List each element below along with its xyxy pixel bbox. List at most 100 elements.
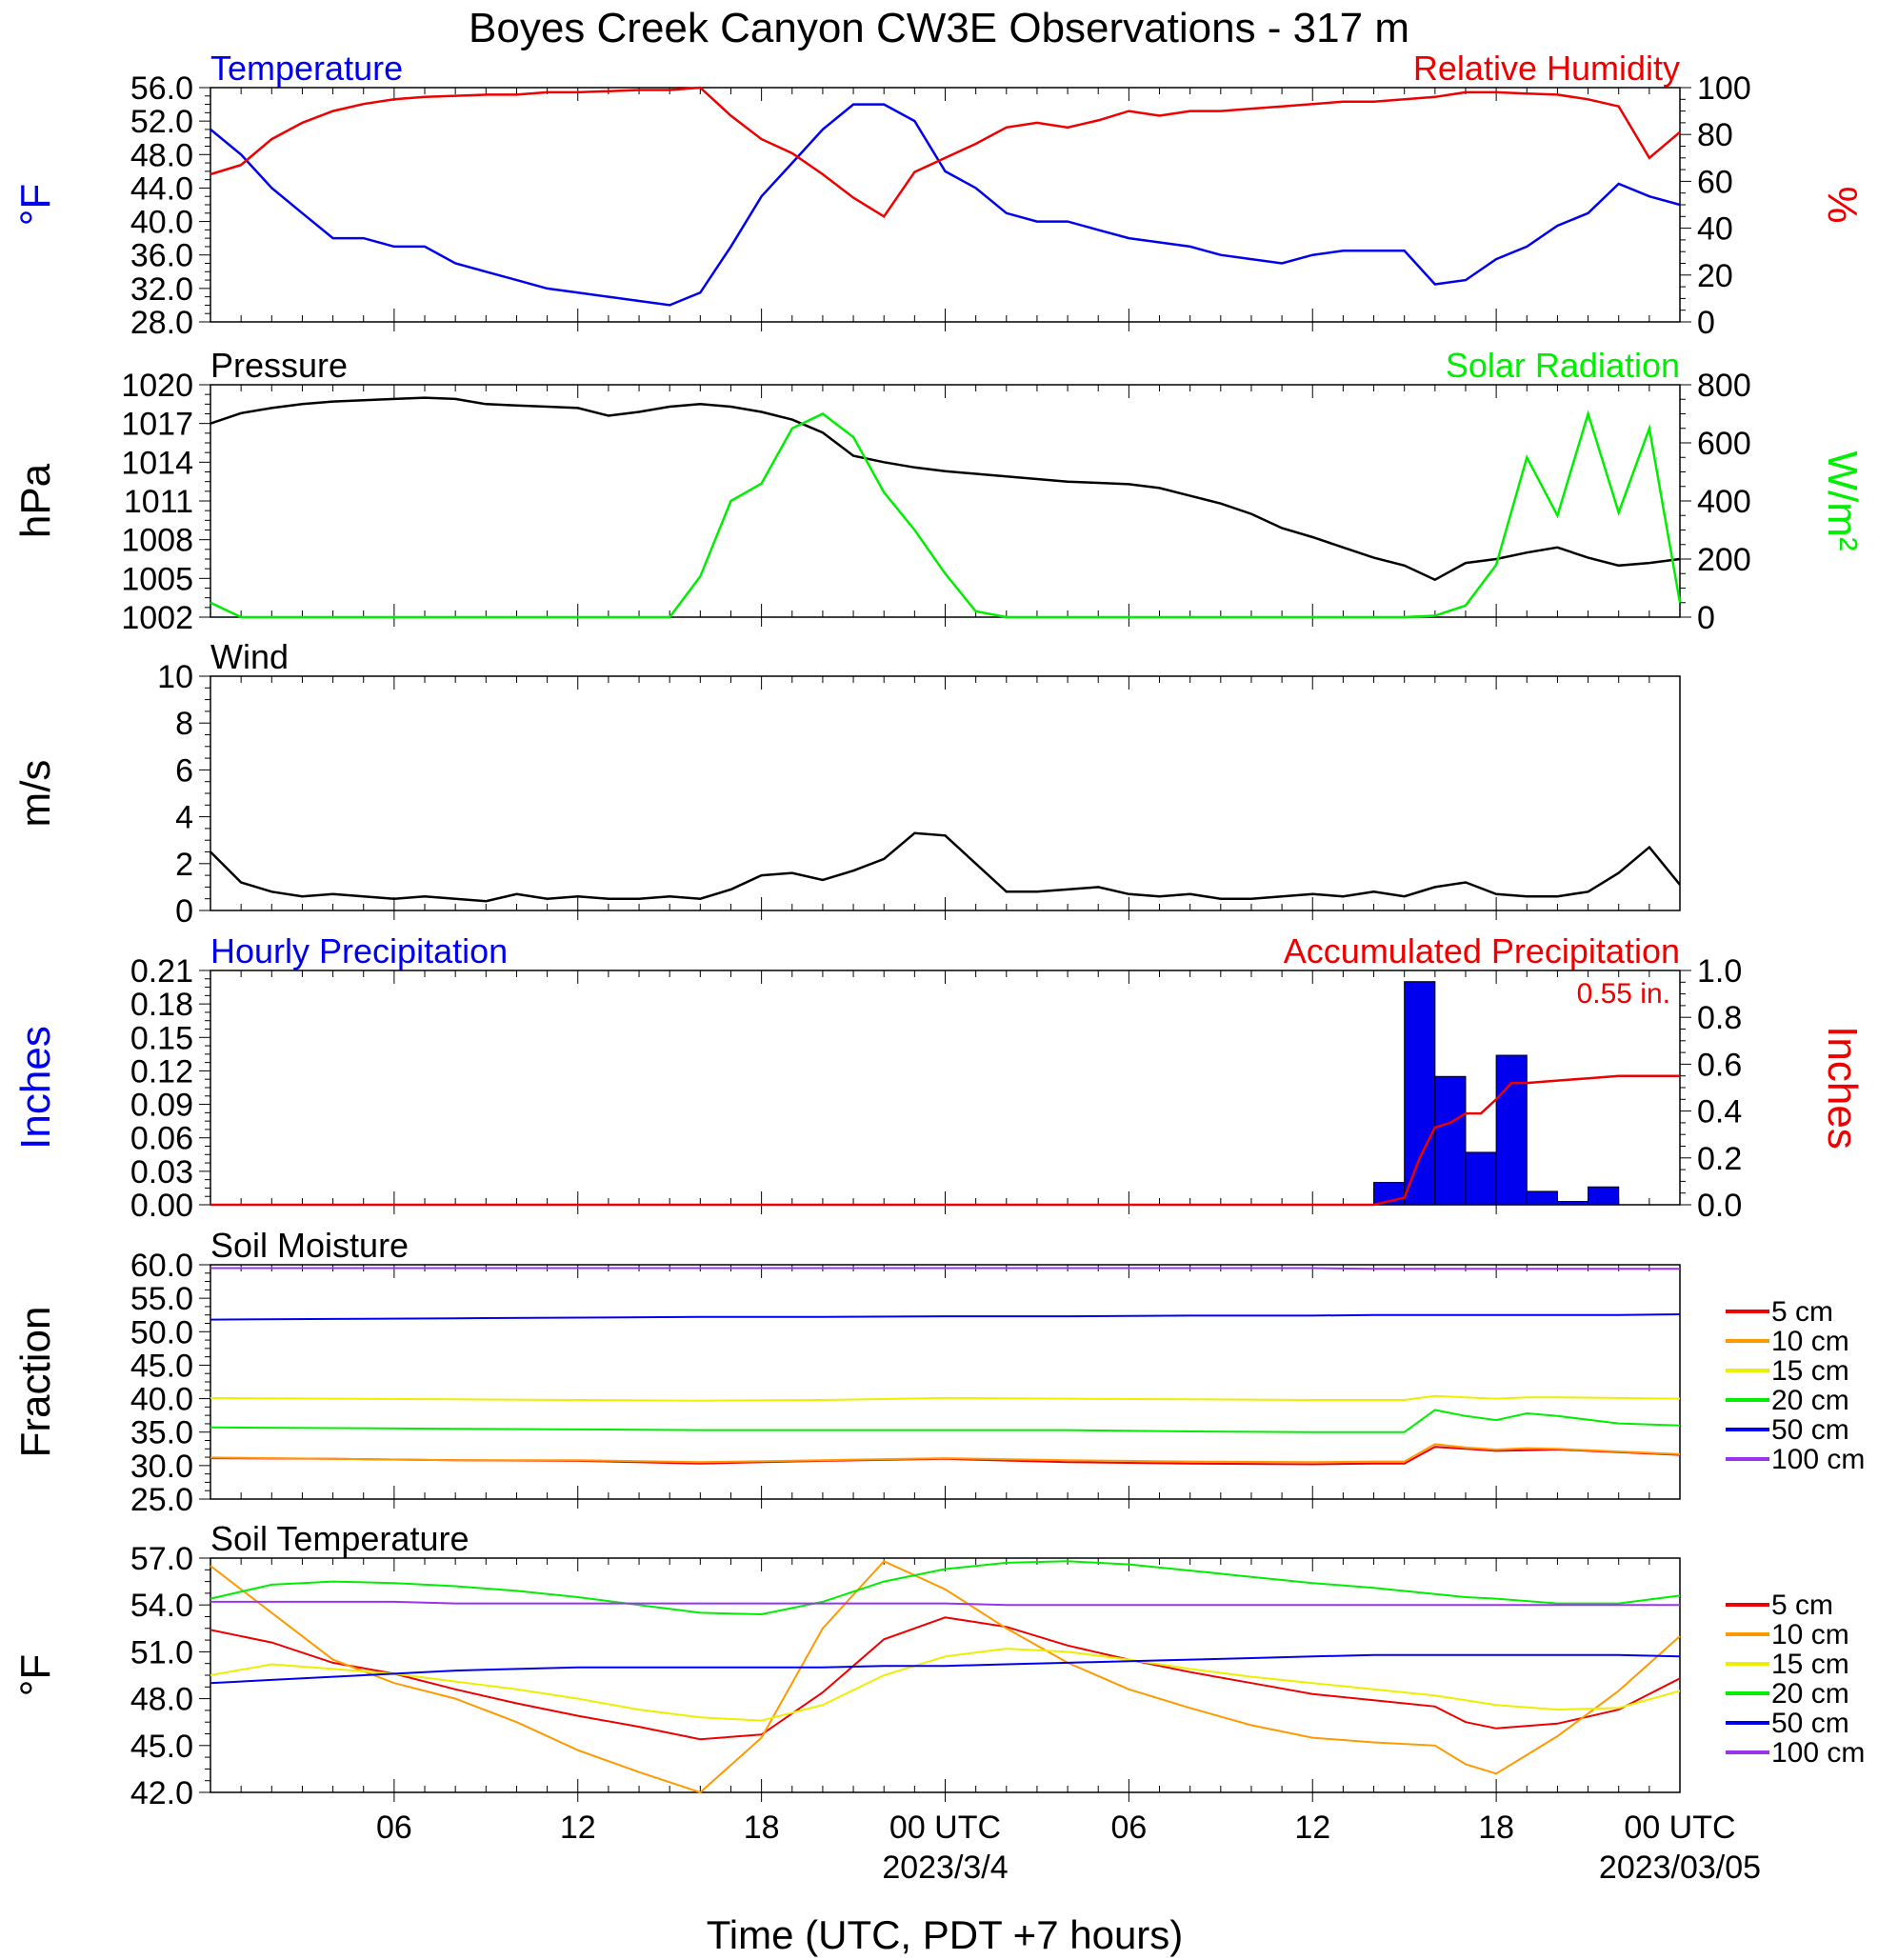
legend-label: 50 cm [1771, 1708, 1849, 1739]
y-tick-label: 30.0 [130, 1449, 193, 1485]
panel-temperature-rh: 56.052.048.044.040.036.032.028.0 100 80 60 4… [12, 49, 1866, 341]
series-line-3 [210, 1394, 1681, 1402]
y-axis-label-left: °F [12, 1654, 59, 1696]
time-tick-label: 12 [560, 1810, 596, 1846]
y-tick-label: 0.03 [130, 1154, 193, 1190]
y-tick-label: 48.0 [130, 1682, 193, 1718]
y-tick-label: 0.8 [1697, 1000, 1742, 1036]
y-tick-label: 0.09 [130, 1088, 193, 1124]
series-line-6 [210, 1267, 1680, 1270]
accumulated-annotation: 0.55 in. [1577, 978, 1670, 1010]
y-tick-label: 1002 [121, 600, 193, 636]
series-line-6 [210, 1600, 1680, 1607]
y-tick-label: 25.0 [130, 1482, 193, 1518]
time-tick-label: 06 [376, 1810, 412, 1846]
y-tick-label: 600 [1697, 426, 1751, 462]
precip-bar [1526, 1190, 1558, 1206]
y-tick-label: 54.0 [130, 1588, 193, 1624]
series-line-1 [210, 1616, 1681, 1741]
y-tick-label: 32.0 [130, 271, 193, 308]
y-tick-label: 28.0 [130, 305, 193, 341]
time-tick-label: 00 UTC [1624, 1810, 1735, 1846]
y-tick-label: 1005 [121, 561, 193, 597]
y-tick-label: 1020 [121, 368, 193, 404]
series-line-5 [210, 1313, 1681, 1321]
legend-label: 100 cm [1771, 1444, 1865, 1475]
y-tick-label: 400 [1697, 484, 1751, 520]
panel-precipitation: 0.210.180.150.120.090.060.030.00 1.0 0.8 0.… [12, 931, 1866, 1224]
y-tick-label: 0.21 [130, 953, 193, 990]
panel-title-left: Wind [210, 637, 289, 676]
series-line-4 [210, 1409, 1681, 1433]
time-tick-label: 18 [744, 1810, 780, 1846]
panel-title-right: Accumulated Precipitation [1284, 931, 1680, 970]
panel-title-left: Hourly Precipitation [210, 931, 508, 970]
panel-title-left: Pressure [210, 346, 348, 385]
y-axis-label-left: °F [12, 184, 59, 226]
time-tick-label: 06 [1110, 1810, 1147, 1846]
y-tick-label: 1.0 [1697, 953, 1742, 990]
y-tick-label: 1011 [124, 484, 193, 520]
panel-soil-temperature: 57.0 54.0 51.0 48.0 45.0 42.0 Soil Temperature… [12, 1519, 1865, 1886]
legend-label: 100 cm [1771, 1737, 1865, 1769]
time-tick-label: 00 UTC [889, 1810, 1001, 1846]
series-line-4 [210, 1560, 1681, 1616]
y-tick-label: 8 [175, 706, 193, 742]
y-tick-label: 45.0 [130, 1348, 193, 1384]
legend-label: 15 cm [1771, 1649, 1849, 1680]
y-tick-label: 44.0 [130, 170, 193, 207]
y-axis-label-right: Inches [1819, 1026, 1866, 1150]
time-tick-label: 18 [1478, 1810, 1514, 1846]
panel-title-left: Soil Temperature [210, 1519, 469, 1558]
y-tick-label: 0.15 [130, 1020, 193, 1056]
y-tick-label: 0.0 [1697, 1188, 1742, 1224]
series-line-3 [210, 1648, 1681, 1722]
y-tick-label: 51.0 [130, 1634, 193, 1670]
y-tick-label: 57.0 [130, 1541, 193, 1577]
accumulated-line [210, 1074, 1680, 1207]
series-line-2 [210, 410, 1682, 619]
y-tick-label: 60 [1697, 164, 1733, 200]
y-tick-label: 40.0 [130, 1382, 193, 1418]
series-line-1 [210, 103, 1681, 307]
y-tick-label: 52.0 [130, 104, 193, 140]
y-axis-label-right: W/m² [1819, 450, 1866, 550]
legend-label: 20 cm [1771, 1385, 1849, 1416]
y-tick-label: 0 [1697, 600, 1715, 636]
y-axis-label-left: m/s [12, 760, 59, 828]
time-tick-label: 12 [1294, 1810, 1330, 1846]
chart-title: Boyes Creek Canyon CW3E Observations - 3… [469, 5, 1409, 51]
y-tick-label: 60.0 [130, 1248, 193, 1284]
y-tick-label: 6 [175, 752, 193, 789]
legend-label: 50 cm [1771, 1414, 1849, 1446]
y-tick-label: 42.0 [130, 1775, 193, 1811]
precip-bar [1404, 981, 1436, 1206]
y-tick-label: 55.0 [130, 1281, 193, 1317]
panel-title-right: Solar Radiation [1446, 346, 1680, 385]
panel-soil-moisture: 60.055.050.045.040.035.030.025.0 Soil Moi… [12, 1226, 1865, 1518]
precip-bar [1588, 1186, 1620, 1206]
y-axis-label-right: % [1819, 186, 1866, 223]
y-tick-label: 20 [1697, 258, 1733, 294]
y-tick-label: 40 [1697, 211, 1733, 248]
series-line-2 [210, 1560, 1681, 1794]
date-label: 2023/3/4 [882, 1850, 1008, 1886]
y-tick-label: 1017 [121, 407, 193, 443]
legend-label: 10 cm [1771, 1326, 1849, 1357]
y-tick-label: 0.00 [130, 1188, 193, 1224]
series-line-2 [210, 1443, 1681, 1464]
y-tick-label: 80 [1697, 117, 1733, 153]
y-tick-label: 800 [1697, 368, 1751, 404]
y-tick-label: 0.12 [130, 1053, 193, 1090]
legend-label: 5 cm [1771, 1590, 1833, 1621]
y-tick-label: 0.06 [130, 1121, 193, 1157]
y-tick-label: 40.0 [130, 205, 193, 241]
series-line-1 [210, 396, 1681, 582]
y-tick-label: 36.0 [130, 238, 193, 274]
y-tick-label: 1008 [121, 523, 193, 559]
y-tick-label: 0.18 [130, 987, 193, 1023]
series-line-2 [210, 86, 1681, 218]
precip-bar [1434, 1075, 1467, 1206]
